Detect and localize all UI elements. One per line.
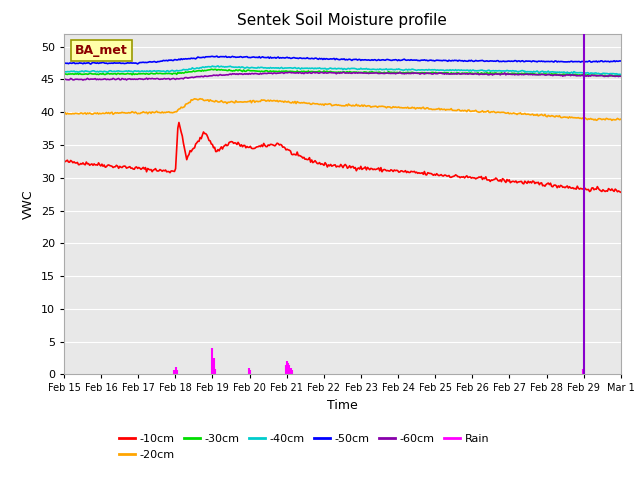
Legend: -10cm, -20cm, -30cm, -40cm, -50cm, -60cm, Rain: -10cm, -20cm, -30cm, -40cm, -50cm, -60cm… — [114, 430, 494, 464]
Text: BA_met: BA_met — [75, 44, 128, 57]
Y-axis label: VWC: VWC — [22, 189, 35, 219]
X-axis label: Time: Time — [327, 399, 358, 412]
Title: Sentek Soil Moisture profile: Sentek Soil Moisture profile — [237, 13, 447, 28]
